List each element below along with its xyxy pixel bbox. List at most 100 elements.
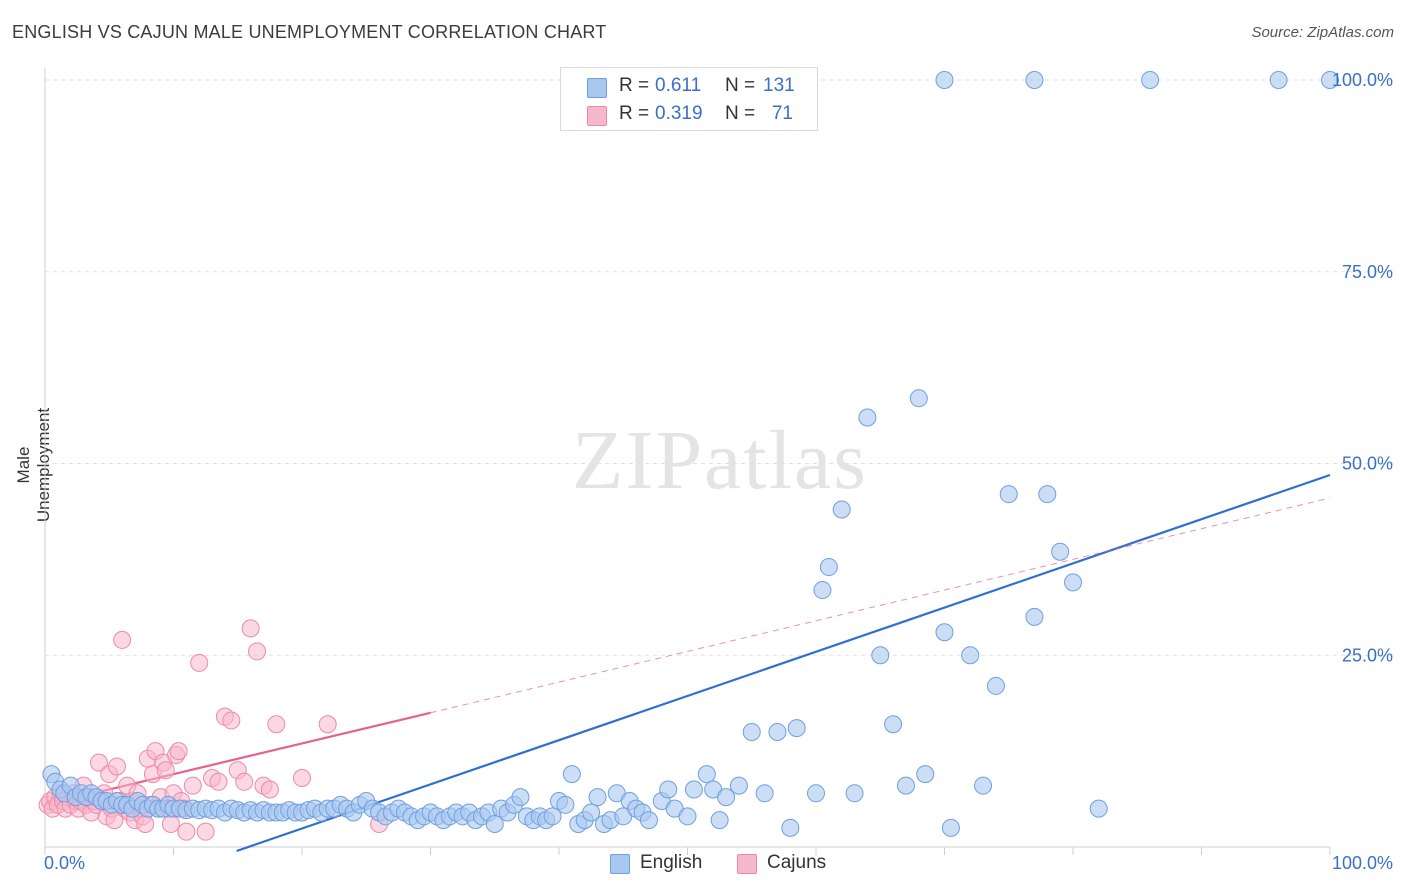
cajuns-point	[235, 772, 254, 791]
y-tick-label: 75.0%	[1342, 262, 1393, 282]
english-point	[543, 807, 562, 826]
english-point	[974, 776, 993, 795]
cajuns-point	[169, 742, 188, 761]
r-label: R =	[619, 103, 650, 124]
cajuns-point	[136, 814, 155, 833]
english-point	[697, 765, 716, 784]
source-credit: Source: ZipAtlas.com	[1251, 24, 1394, 41]
y-tick-label: 100.0%	[1332, 70, 1393, 90]
english-point	[755, 784, 774, 803]
english-point	[562, 765, 581, 784]
english-point	[1321, 71, 1339, 89]
english-point	[884, 715, 903, 734]
english-trend-line	[236, 473, 1331, 853]
english-point	[659, 780, 678, 799]
english-point	[729, 776, 748, 795]
cajuns-point	[260, 780, 279, 799]
n-label: N =	[725, 103, 756, 124]
stats-legend: R = 0.611 N = 131 R = 0.319 N = 71	[560, 67, 818, 131]
english-label: English	[640, 852, 703, 873]
english-point	[588, 788, 607, 807]
cajuns-point	[196, 822, 215, 841]
cajuns-n-value: 71	[771, 103, 793, 124]
cajuns-point	[293, 768, 311, 787]
english-point	[1025, 607, 1044, 626]
cajuns-r-value: 0.319	[655, 103, 703, 124]
english-point	[1141, 71, 1160, 89]
chart-title: ENGLISH VS CAJUN MALE UNEMPLOYMENT CORRE…	[12, 22, 607, 42]
cajuns-point	[248, 642, 267, 661]
english-point	[986, 676, 1005, 695]
cajuns-point	[241, 619, 260, 638]
watermark: ZIPatlas	[572, 414, 868, 507]
cajuns-point	[107, 757, 126, 776]
english-point	[582, 803, 601, 822]
english-point	[485, 814, 504, 833]
english-n-value: 131	[763, 75, 795, 96]
cajuns-point	[161, 814, 180, 833]
cajuns-point	[183, 776, 202, 795]
cajuns-point	[209, 772, 228, 791]
english-point	[684, 780, 703, 799]
english-point	[1038, 485, 1057, 504]
english-point	[916, 765, 935, 784]
english-point	[556, 795, 575, 814]
english-point	[781, 818, 800, 837]
english-point	[941, 818, 960, 837]
tick-labels: 25.0% 50.0% 75.0% 100.0% 0.0% 100.0%	[44, 70, 1393, 873]
english-point	[999, 485, 1018, 504]
legend-row-english: R = 0.611 N = 131	[561, 74, 817, 102]
english-point	[742, 722, 761, 741]
cajuns-point	[89, 753, 108, 772]
english-point	[639, 811, 658, 830]
r-label: R =	[619, 75, 650, 96]
english-point	[909, 389, 928, 408]
cajuns-label: Cajuns	[767, 852, 827, 873]
legend-row-cajuns: R = 0.319 N = 71	[561, 102, 817, 130]
english-point	[787, 719, 806, 738]
english-points	[42, 71, 1339, 837]
english-point	[813, 581, 832, 600]
english-point	[1051, 542, 1070, 561]
gridlines	[45, 79, 1395, 656]
english-point	[858, 408, 877, 427]
cajuns-swatch	[737, 854, 757, 874]
cajuns-point	[156, 761, 175, 780]
cajuns-point	[113, 630, 132, 649]
english-point	[832, 500, 851, 519]
english-point	[1025, 71, 1044, 89]
english-point	[768, 722, 787, 741]
english-point	[678, 807, 697, 826]
english-point	[710, 811, 729, 830]
english-point	[1064, 573, 1082, 592]
english-point	[896, 776, 915, 795]
english-point	[845, 784, 864, 803]
english-point	[871, 646, 890, 665]
english-point	[717, 788, 736, 807]
n-label: N =	[725, 75, 756, 96]
english-point	[935, 71, 954, 89]
cajuns-swatch	[587, 106, 607, 126]
english-r-value: 0.611	[655, 75, 702, 96]
y-tick-label: 25.0%	[1342, 645, 1393, 665]
english-swatch	[587, 78, 607, 98]
english-point	[511, 788, 530, 807]
cajuns-point	[222, 711, 241, 730]
english-point	[819, 558, 838, 577]
cajuns-point	[177, 822, 196, 841]
english-point	[1089, 799, 1108, 818]
english-point	[935, 623, 954, 642]
cajuns-point	[190, 653, 209, 672]
english-point	[961, 646, 980, 665]
english-swatch	[610, 854, 630, 874]
y-tick-label: 50.0%	[1342, 454, 1393, 474]
axes	[44, 68, 1331, 855]
english-point	[807, 784, 825, 803]
cajuns-point	[318, 715, 337, 734]
english-point	[1269, 71, 1288, 89]
x-tick-label: 0.0%	[44, 853, 85, 873]
x-tick-label: 100.0%	[1332, 853, 1393, 873]
cajuns-point	[267, 715, 286, 734]
cajuns-trend-extension	[430, 497, 1331, 714]
